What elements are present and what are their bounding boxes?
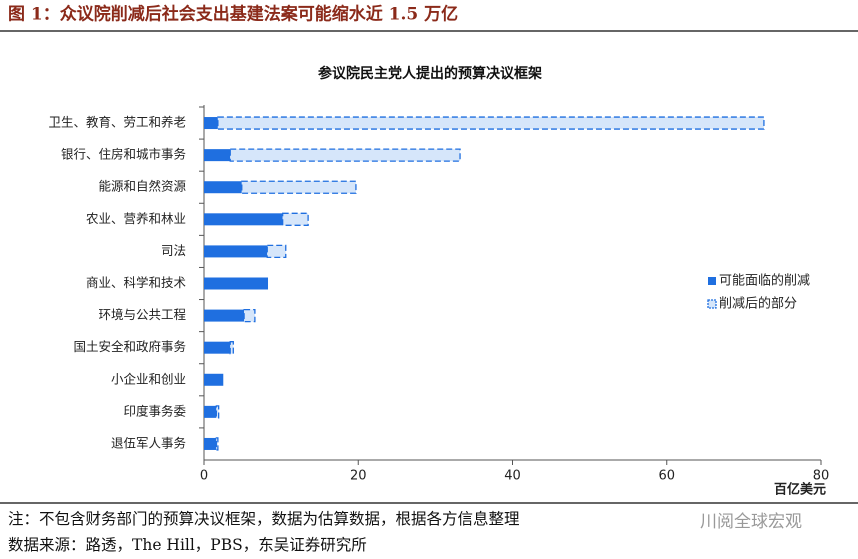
bar-segment: [204, 117, 218, 130]
y-tick-label: 国土安全和政府事务: [73, 339, 186, 354]
footer-note: 注：不包含财务部门的预算决议框架，数据为估算数据，根据各方信息整理: [8, 509, 520, 528]
y-tick-label: 环境与公共工程: [98, 307, 186, 322]
footer-source: 数据来源：路透，The Hill，PBS，东吴证券研究所: [8, 536, 367, 554]
x-tick-label: 20: [350, 469, 367, 484]
x-tick-label: 80: [813, 469, 830, 484]
chart-title: 参议院民主党人提出的预算决议框架: [318, 65, 542, 82]
bar-segment: [241, 180, 357, 194]
bar-segment: [282, 212, 309, 226]
bar-segment: [204, 341, 231, 354]
y-tick-label: 能源和自然资源: [98, 179, 186, 194]
x-axis-label: 百亿美元: [774, 482, 826, 498]
legend-swatch: [707, 299, 717, 309]
legend-swatch: [708, 277, 716, 285]
y-tick-label: 退伍军人事务: [111, 435, 186, 450]
y-tick-label: 司法: [161, 243, 186, 258]
bar-segment: [204, 309, 245, 322]
x-tick-label: 0: [200, 469, 208, 484]
y-tick-label: 银行、住房和城市事务: [61, 147, 186, 162]
bar-segment: [229, 148, 461, 162]
legend-label: 可能面临的削减: [719, 273, 810, 289]
bar-segment: [229, 341, 234, 355]
bar-segment: [217, 116, 765, 130]
bar-segment: [204, 373, 224, 386]
y-tick-label: 小企业和创业: [111, 371, 186, 386]
legend-label: 削减后的部分: [719, 296, 797, 312]
bar-segment: [204, 149, 231, 162]
bar-segment: [204, 405, 217, 418]
bar-segment: [204, 437, 217, 450]
x-tick-label: 60: [658, 469, 675, 484]
bar-segment: [204, 277, 269, 290]
y-tick-label: 商业、科学和技术: [86, 275, 187, 290]
y-tick-label: 印度事务委: [123, 403, 186, 418]
bar-segment: [204, 213, 283, 226]
bar-segment: [204, 245, 268, 258]
bar-segment: [266, 244, 287, 259]
bar-segment: [204, 181, 242, 194]
x-tick-label: 40: [504, 469, 521, 484]
bar-segment: [243, 308, 256, 323]
watermark: 川阅全球宏观: [700, 512, 802, 532]
bar-segment: [215, 437, 219, 451]
bar-segment: [215, 405, 220, 419]
figure-title: 图 1：众议院削减后社会支出基建法案可能缩水近 1.5 万亿: [8, 4, 458, 25]
y-tick-label: 农业、营养和林业: [86, 211, 186, 226]
y-tick-label: 卫生、教育、劳工和养老: [48, 115, 186, 130]
